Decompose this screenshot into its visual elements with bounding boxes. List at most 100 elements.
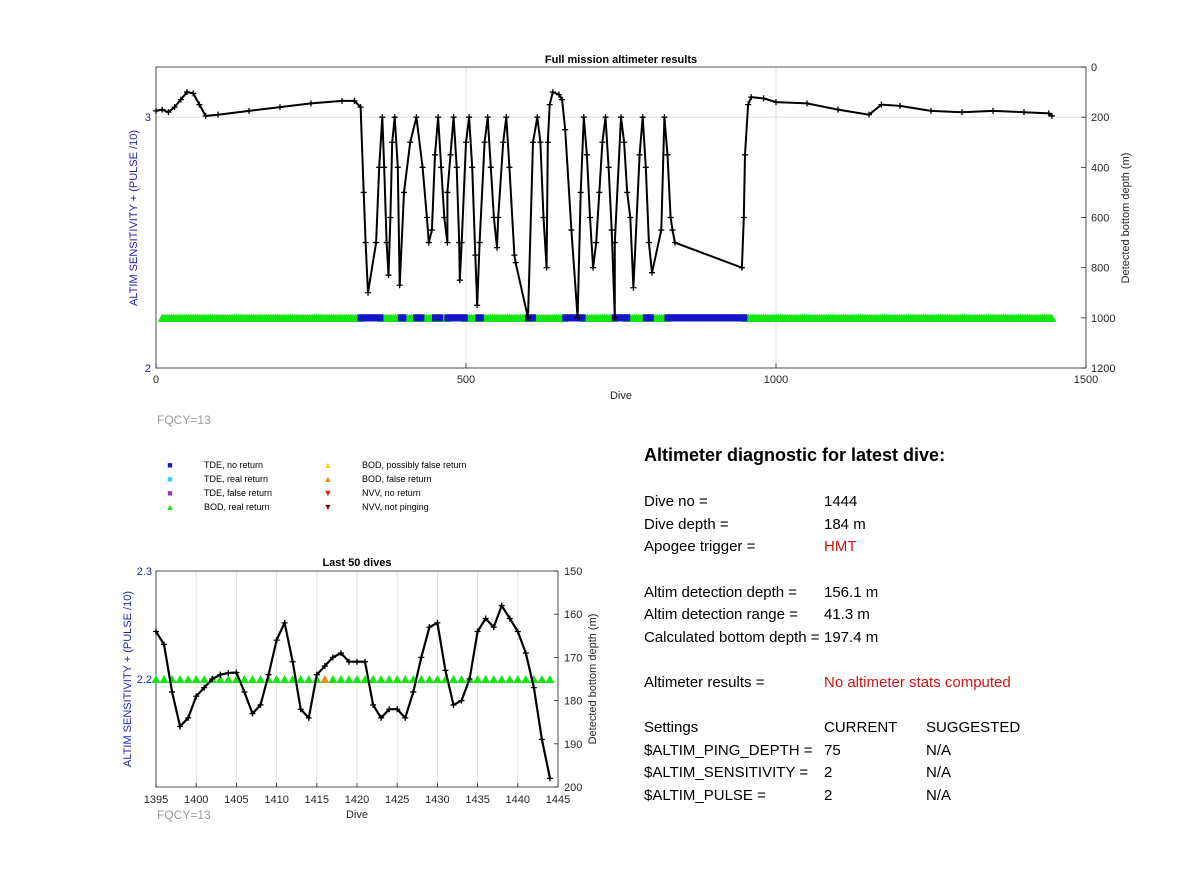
bod-real-return-marker bbox=[280, 674, 290, 684]
depth-point bbox=[165, 109, 172, 116]
depth-point bbox=[277, 104, 283, 111]
y-right-tick-label: 200 bbox=[564, 782, 582, 794]
legend-item: ▲ BOD, possibly false return bbox=[322, 460, 467, 470]
tde-no-return-marker bbox=[579, 314, 586, 322]
depth-point bbox=[450, 114, 457, 121]
depth-point bbox=[611, 314, 618, 321]
y-left-tick-label: 2.3 bbox=[137, 566, 152, 578]
x-tick-label: 1440 bbox=[506, 794, 530, 806]
bod-real-return-marker bbox=[497, 674, 507, 684]
bod-real-return-marker bbox=[336, 674, 346, 684]
depth-point bbox=[667, 214, 674, 221]
depth-point bbox=[602, 114, 609, 121]
depth-point bbox=[233, 669, 240, 676]
y-right-tick-label: 160 bbox=[564, 609, 582, 621]
y-right-tick-label: 1200 bbox=[1091, 363, 1115, 375]
depth-point bbox=[196, 101, 203, 108]
depth-point bbox=[171, 104, 178, 111]
setting-name: $ALTIM_PULSE = bbox=[644, 787, 766, 804]
depth-point bbox=[394, 706, 401, 713]
bod-real-return-marker bbox=[537, 674, 547, 684]
bod-real-return-marker bbox=[159, 674, 169, 684]
depth-point bbox=[362, 239, 369, 246]
depth-point bbox=[153, 107, 159, 114]
depth-point bbox=[804, 100, 810, 107]
bod-real-return-marker bbox=[360, 674, 370, 684]
depth-point bbox=[1048, 112, 1055, 119]
tde-no-return-marker bbox=[377, 314, 384, 322]
depth-point bbox=[217, 671, 224, 678]
depth-point bbox=[618, 114, 624, 121]
depth-point bbox=[432, 151, 438, 158]
depth-point bbox=[494, 244, 500, 251]
depth-point bbox=[321, 663, 328, 670]
depth-point bbox=[305, 714, 312, 721]
bod-real-return-marker bbox=[432, 674, 442, 684]
bod-real-return-marker bbox=[513, 674, 523, 684]
bod-real-return-marker bbox=[457, 674, 467, 684]
depth-point bbox=[209, 676, 216, 682]
depth-point bbox=[215, 111, 221, 118]
y-right-tick-label: 1000 bbox=[1091, 313, 1115, 325]
depth-point bbox=[450, 701, 457, 708]
depth-point bbox=[413, 114, 420, 121]
legend-item: ■ TDE, false return bbox=[164, 488, 272, 498]
x-tick-label: 1500 bbox=[1074, 374, 1098, 386]
depth-point bbox=[339, 97, 345, 104]
depth-point bbox=[373, 239, 380, 246]
bod-real-return-marker bbox=[505, 674, 515, 684]
y-left-tick-label: 2.2 bbox=[137, 674, 152, 686]
x-tick-label: 500 bbox=[457, 374, 475, 386]
depth-point bbox=[425, 239, 432, 246]
depth-point bbox=[365, 289, 372, 296]
depth-point bbox=[387, 214, 394, 221]
bod-real-return-marker bbox=[392, 674, 402, 684]
depth-point bbox=[487, 164, 494, 171]
depth-point bbox=[534, 114, 541, 121]
bod-real-return-marker bbox=[231, 674, 241, 684]
depth-point bbox=[370, 701, 377, 708]
tde-no-return-marker bbox=[436, 314, 443, 322]
main-chart: Full mission altimeter results Dive ALTI… bbox=[128, 54, 1132, 402]
main-y-left-axis-label: ALTIM SENSITIVITY + (PULSE /10) bbox=[128, 130, 140, 306]
dive-depth-value: 184 m bbox=[824, 516, 866, 533]
y-left-tick-label: 2 bbox=[145, 363, 151, 375]
y-right-tick-label: 180 bbox=[564, 696, 582, 708]
depth-point bbox=[444, 189, 451, 196]
bod-real-return-marker bbox=[272, 674, 282, 684]
depth-point bbox=[354, 658, 360, 665]
depth-point bbox=[878, 101, 885, 108]
depth-point bbox=[225, 669, 232, 676]
bod-real-return-marker bbox=[521, 674, 531, 684]
recent-y-left-axis-label: ALTIM SENSITIVITY + (PULSE /10) bbox=[122, 591, 134, 767]
depth-point bbox=[159, 106, 166, 113]
depth-point bbox=[522, 650, 529, 657]
depth-point bbox=[482, 615, 489, 622]
tde-no-return-marker bbox=[647, 314, 654, 322]
depth-point bbox=[458, 239, 465, 246]
depth-point bbox=[745, 101, 752, 108]
depth-point bbox=[642, 164, 649, 171]
depth-point bbox=[661, 114, 668, 121]
depth-point bbox=[645, 239, 652, 246]
detect-range-label: Altim detection range = bbox=[644, 606, 798, 623]
triangle-down-icon: ▼ bbox=[323, 502, 333, 512]
y-right-tick-label: 800 bbox=[1091, 263, 1109, 275]
depth-point bbox=[658, 227, 665, 234]
depth-point bbox=[611, 239, 618, 246]
setting-name: $ALTIM_SENSITIVITY = bbox=[644, 764, 809, 781]
diagnostic-title: Altimeter diagnostic for latest dive: bbox=[644, 445, 946, 465]
detect-depth-label: Altim detection depth = bbox=[644, 584, 798, 601]
depth-point bbox=[423, 214, 430, 221]
bod-real-return-marker bbox=[384, 674, 394, 684]
depth-point bbox=[624, 189, 631, 196]
depth-point bbox=[549, 89, 556, 96]
depth-point bbox=[577, 189, 584, 196]
depth-point bbox=[410, 688, 417, 695]
depth-point bbox=[608, 227, 615, 234]
depth-point bbox=[385, 272, 392, 279]
triangle-up-icon: ▲ bbox=[323, 474, 333, 484]
depth-point bbox=[329, 654, 336, 661]
depth-point bbox=[345, 658, 352, 665]
recent-series bbox=[151, 602, 555, 782]
